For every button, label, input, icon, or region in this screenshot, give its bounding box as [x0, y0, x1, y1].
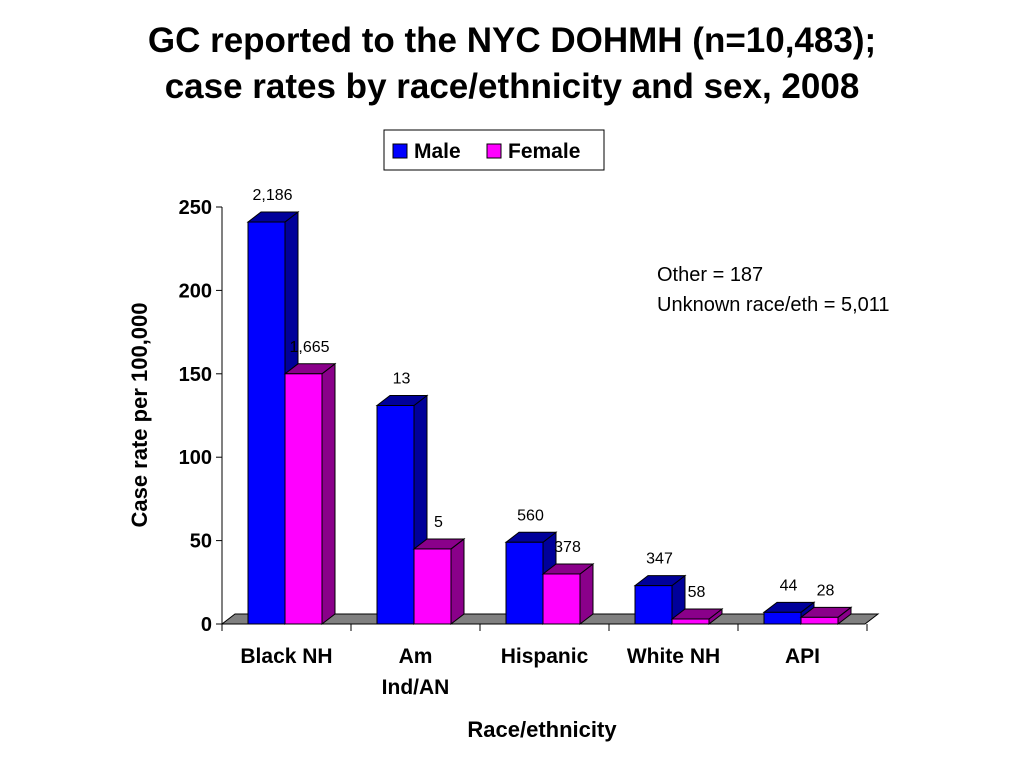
legend-swatch-male [392, 143, 408, 159]
annotation-note: Other = 187 Unknown race/eth = 5,011 [657, 260, 890, 320]
bar-female [283, 362, 337, 626]
bar-female-side [450, 537, 465, 626]
chart-title: GC reported to the NYC DOHMH (n=10,483);… [0, 18, 1024, 110]
chart-title-line-2: case rates by race/ethnicity and sex, 20… [164, 67, 860, 106]
bar-female [670, 607, 724, 626]
data-label-male: 560 [517, 507, 544, 524]
bar-female-front [284, 373, 323, 625]
x-category-label: Ind/AN [382, 676, 450, 699]
bar-female-front [413, 548, 452, 625]
data-label-male: 347 [646, 551, 673, 568]
data-label-female: 58 [688, 584, 706, 601]
bar-female-front [671, 618, 710, 625]
bar-female [799, 606, 853, 626]
y-tick-label: 50 [190, 531, 212, 553]
data-label-male: 44 [780, 577, 798, 594]
data-label-female: 28 [817, 582, 835, 599]
bar-male-front [247, 221, 286, 625]
annotation-other: Other = 187 [657, 264, 764, 286]
data-label-female: 1,665 [289, 339, 329, 356]
x-category-label: Am [399, 645, 433, 668]
bar-male-front [505, 541, 544, 625]
y-tick-label: 250 [179, 197, 212, 219]
bar-male-front [763, 611, 802, 625]
legend-box [383, 129, 605, 171]
data-label-female: 378 [554, 539, 581, 556]
data-label-female: 5 [434, 514, 443, 531]
y-tick-label: 0 [201, 614, 212, 636]
legend-label-male: Male [414, 140, 461, 163]
y-tick-label: 200 [179, 280, 212, 302]
legend-label-female: Female [508, 140, 580, 163]
bar-male-front [634, 585, 673, 625]
x-category-label: API [785, 645, 820, 668]
bar-female-side [321, 362, 336, 626]
legend-swatch-female [486, 143, 502, 159]
bar-female [541, 562, 595, 626]
x-category-label: Black NH [240, 645, 332, 668]
chart-title-line-1: GC reported to the NYC DOHMH (n=10,483); [147, 21, 877, 60]
bar-male-front [376, 404, 415, 625]
bar-female-front [800, 616, 839, 625]
y-tick-label: 150 [179, 364, 212, 386]
bar-female-front [542, 573, 581, 625]
bar-female [412, 537, 466, 626]
data-label-male: 2,186 [252, 187, 292, 204]
x-axis-title: Race/ethnicity [467, 717, 617, 742]
annotation-unknown: Unknown race/eth = 5,011 [657, 294, 890, 316]
y-axis-title: Case rate per 100,000 [127, 302, 152, 527]
x-category-label: White NH [627, 645, 720, 668]
data-label-male: 13 [393, 370, 411, 387]
y-tick-label: 100 [179, 447, 212, 469]
x-category-label: Hispanic [501, 645, 589, 668]
